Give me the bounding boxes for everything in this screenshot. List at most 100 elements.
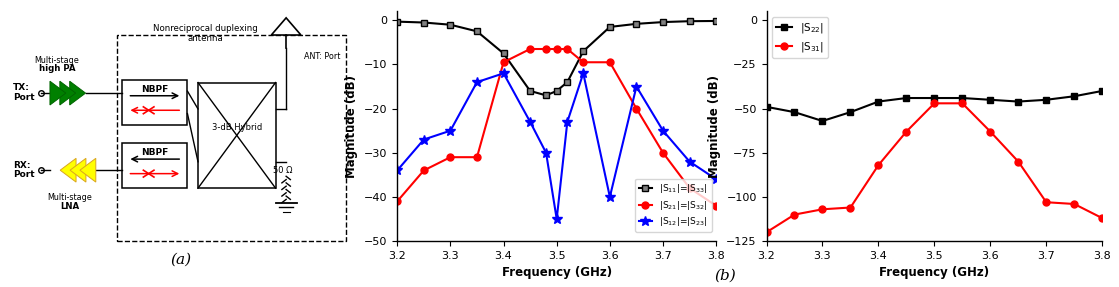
|S$_{22}$|	[1096, 89, 1109, 93]
FancyBboxPatch shape	[198, 83, 275, 188]
|S$_{12}$|=|S$_{23}$|	[576, 71, 590, 75]
Y-axis label: Magnitude (dB): Magnitude (dB)	[346, 75, 358, 178]
Text: 50 Ω: 50 Ω	[273, 166, 292, 175]
|S$_{21}$|=|S$_{32}$|	[561, 47, 574, 51]
Polygon shape	[50, 81, 66, 105]
|S$_{12}$|=|S$_{23}$|	[709, 178, 723, 181]
|S$_{12}$|=|S$_{23}$|	[630, 85, 643, 88]
|S$_{11}$|=|S$_{33}$|	[417, 21, 431, 24]
|S$_{12}$|=|S$_{23}$|	[603, 195, 617, 199]
Polygon shape	[70, 158, 86, 182]
|S$_{12}$|=|S$_{23}$|	[561, 120, 574, 124]
X-axis label: Frequency (GHz): Frequency (GHz)	[880, 266, 989, 279]
Polygon shape	[59, 81, 76, 105]
|S$_{11}$|=|S$_{33}$|	[470, 30, 483, 33]
|S$_{12}$|=|S$_{23}$|	[683, 160, 696, 163]
|S$_{22}$|	[760, 105, 773, 108]
|S$_{31}$|	[760, 230, 773, 234]
|S$_{31}$|	[788, 213, 801, 216]
FancyBboxPatch shape	[122, 143, 188, 188]
Line: |S$_{31}$|: |S$_{31}$|	[763, 100, 1106, 236]
Text: ANT: Port: ANT: Port	[303, 52, 340, 61]
X-axis label: Frequency (GHz): Frequency (GHz)	[501, 266, 612, 279]
|S$_{31}$|	[1040, 201, 1053, 204]
|S$_{12}$|=|S$_{23}$|	[391, 169, 404, 172]
|S$_{31}$|	[956, 102, 969, 105]
|S$_{21}$|=|S$_{32}$|	[497, 61, 510, 64]
Text: RX:: RX:	[13, 161, 30, 170]
Text: high PA: high PA	[39, 64, 75, 73]
|S$_{12}$|=|S$_{23}$|	[657, 129, 670, 132]
|S$_{22}$|	[844, 110, 857, 114]
FancyBboxPatch shape	[122, 80, 188, 125]
|S$_{21}$|=|S$_{32}$|	[391, 200, 404, 203]
|S$_{11}$|=|S$_{33}$|	[497, 52, 510, 55]
|S$_{11}$|=|S$_{33}$|	[443, 23, 458, 26]
Polygon shape	[69, 81, 85, 105]
|S$_{11}$|=|S$_{33}$|	[630, 22, 643, 26]
Text: Port: Port	[13, 170, 35, 179]
|S$_{31}$|	[1096, 216, 1109, 220]
|S$_{21}$|=|S$_{32}$|	[576, 61, 590, 64]
|S$_{12}$|=|S$_{23}$|	[417, 138, 431, 141]
|S$_{22}$|	[1040, 98, 1053, 102]
|S$_{21}$|=|S$_{32}$|	[603, 61, 617, 64]
|S$_{12}$|=|S$_{23}$|	[497, 71, 510, 75]
|S$_{22}$|	[984, 98, 997, 102]
|S$_{21}$|=|S$_{32}$|	[683, 186, 696, 190]
Text: Multi-stage: Multi-stage	[47, 193, 92, 202]
|S$_{12}$|=|S$_{23}$|	[539, 151, 553, 154]
|S$_{11}$|=|S$_{33}$|	[391, 20, 404, 23]
Text: Nonreciprocal duplexing: Nonreciprocal duplexing	[152, 24, 257, 33]
|S$_{21}$|=|S$_{32}$|	[657, 151, 670, 154]
Legend: |S$_{11}$|=|S$_{33}$|, |S$_{21}$|=|S$_{32}$|, |S$_{12}$|=|S$_{23}$|: |S$_{11}$|=|S$_{33}$|, |S$_{21}$|=|S$_{3…	[634, 179, 712, 232]
|S$_{11}$|=|S$_{33}$|	[524, 89, 537, 93]
Text: (a): (a)	[170, 253, 191, 266]
Legend: |S$_{22}$|, |S$_{31}$|: |S$_{22}$|, |S$_{31}$|	[772, 17, 828, 58]
Text: Multi-stage: Multi-stage	[35, 56, 79, 65]
Text: NBPF: NBPF	[141, 148, 169, 157]
|S$_{11}$|=|S$_{33}$|	[576, 49, 590, 53]
|S$_{31}$|	[928, 102, 941, 105]
|S$_{31}$|	[1068, 202, 1081, 206]
Polygon shape	[79, 158, 96, 182]
Text: 3-dB Hybrid: 3-dB Hybrid	[211, 123, 262, 132]
|S$_{11}$|=|S$_{33}$|	[561, 80, 574, 84]
|S$_{31}$|	[900, 130, 913, 133]
|S$_{11}$|=|S$_{33}$|	[603, 25, 617, 29]
|S$_{21}$|=|S$_{32}$|	[630, 107, 643, 110]
Text: Port: Port	[13, 93, 35, 102]
Y-axis label: Magnitude (dB): Magnitude (dB)	[707, 75, 721, 178]
|S$_{11}$|=|S$_{33}$|	[657, 20, 670, 24]
|S$_{12}$|=|S$_{23}$|	[524, 120, 537, 124]
|S$_{22}$|	[956, 96, 969, 100]
|S$_{12}$|=|S$_{23}$|	[470, 80, 483, 84]
Text: (b): (b)	[714, 269, 736, 282]
Polygon shape	[60, 158, 76, 182]
Text: TX:: TX:	[13, 83, 30, 92]
|S$_{22}$|	[1012, 100, 1025, 103]
Polygon shape	[271, 18, 301, 35]
Line: |S$_{22}$|: |S$_{22}$|	[763, 88, 1106, 125]
|S$_{22}$|	[928, 96, 941, 100]
|S$_{22}$|	[788, 110, 801, 114]
|S$_{21}$|=|S$_{32}$|	[551, 47, 564, 51]
Text: NBPF: NBPF	[141, 85, 169, 94]
|S$_{12}$|=|S$_{23}$|	[443, 129, 458, 132]
|S$_{21}$|=|S$_{32}$|	[443, 156, 458, 159]
Text: antenna: antenna	[187, 34, 223, 43]
|S$_{22}$|	[872, 100, 885, 103]
|S$_{22}$|	[900, 96, 913, 100]
|S$_{21}$|=|S$_{32}$|	[709, 204, 723, 208]
|S$_{11}$|=|S$_{33}$|	[539, 94, 553, 97]
|S$_{21}$|=|S$_{32}$|	[539, 47, 553, 51]
Line: |S$_{12}$|=|S$_{23}$|: |S$_{12}$|=|S$_{23}$|	[393, 68, 721, 224]
|S$_{31}$|	[872, 163, 885, 167]
|S$_{21}$|=|S$_{32}$|	[470, 156, 483, 159]
|S$_{11}$|=|S$_{33}$|	[709, 19, 723, 23]
|S$_{31}$|	[984, 130, 997, 133]
|S$_{31}$|	[816, 208, 829, 211]
|S$_{11}$|=|S$_{33}$|	[683, 20, 696, 23]
Line: |S$_{11}$|=|S$_{33}$|: |S$_{11}$|=|S$_{33}$|	[394, 18, 720, 99]
|S$_{31}$|	[844, 206, 857, 209]
